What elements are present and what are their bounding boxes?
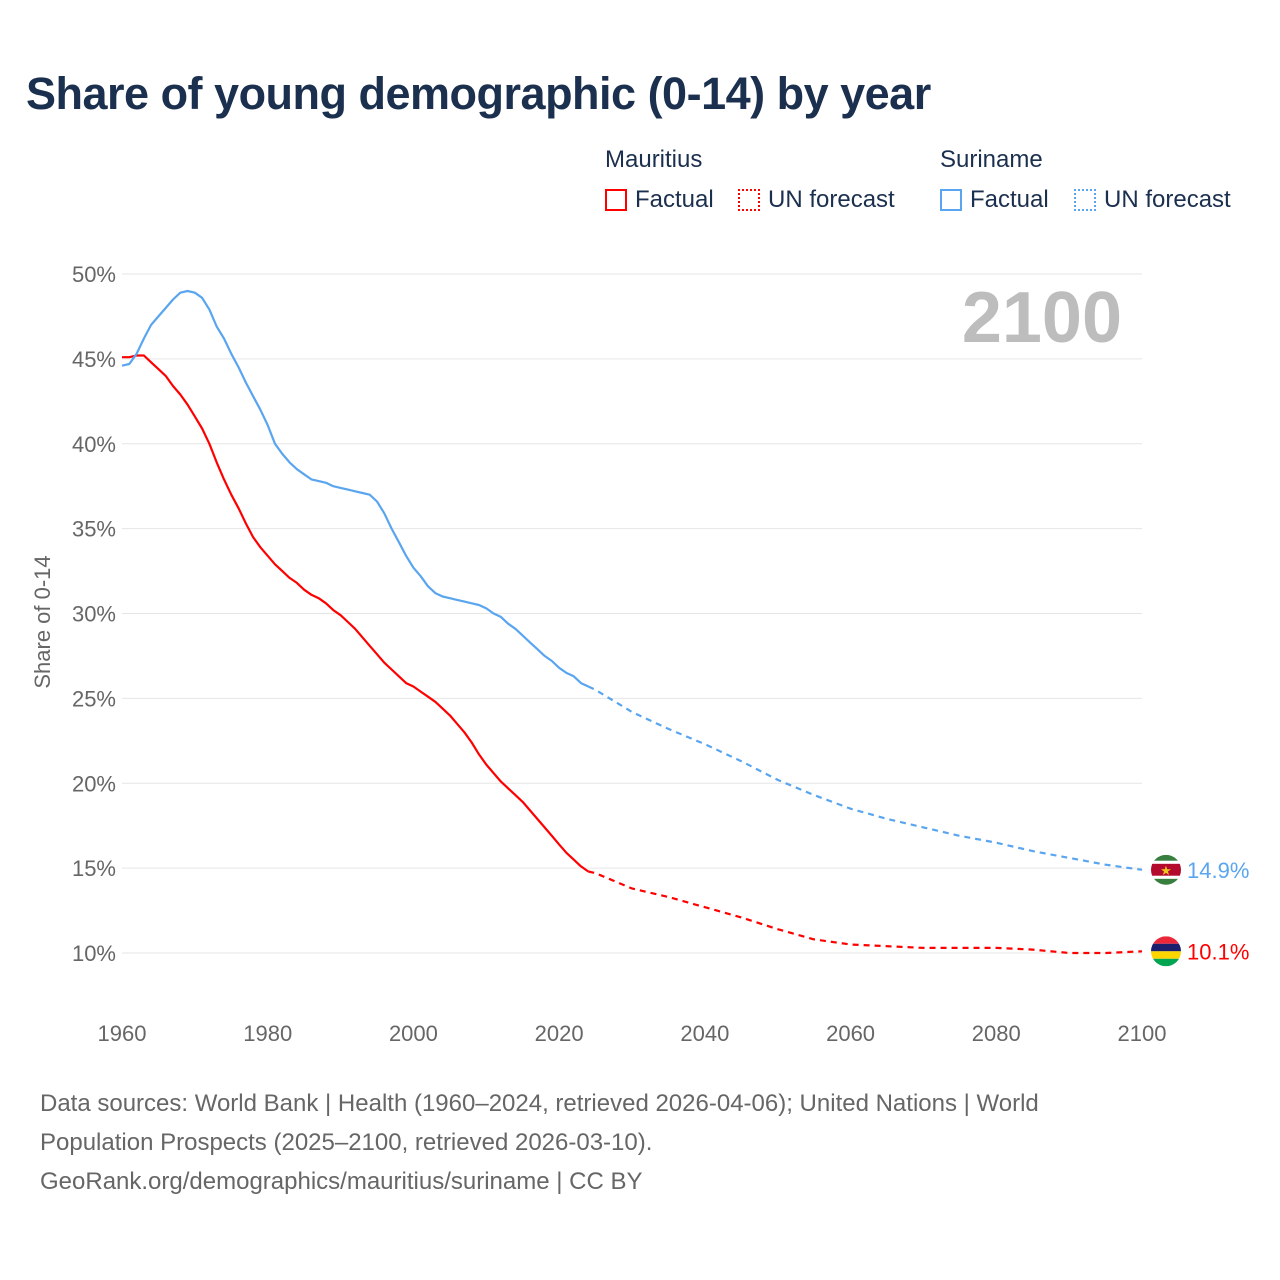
y-tick-label: 10% xyxy=(72,941,116,966)
legend-label: UN forecast xyxy=(768,186,895,213)
mauritius-forecast-line xyxy=(588,870,1143,955)
legend-label: Factual xyxy=(970,186,1049,213)
legend-swatch-dotted xyxy=(1074,189,1096,211)
x-tick-label: 2000 xyxy=(389,1021,438,1046)
y-tick-label: 20% xyxy=(72,771,116,796)
x-tick-label: 1960 xyxy=(98,1021,147,1046)
y-tick-label: 35% xyxy=(72,517,116,542)
legend-mauritius-factual[interactable]: Factual xyxy=(605,186,714,214)
svg-text:★: ★ xyxy=(1160,863,1172,878)
legend-suriname-forecast[interactable]: UN forecast xyxy=(1074,186,1231,214)
legend-group-mauritius: Mauritius xyxy=(605,146,703,173)
x-tick-label: 2100 xyxy=(1118,1021,1167,1046)
footer-link[interactable]: GeoRank.org/demographics/mauritius/surin… xyxy=(40,1168,643,1195)
x-tick-label: 2080 xyxy=(972,1021,1021,1046)
suriname-end-label: 14.9% xyxy=(1187,858,1249,883)
legend-mauritius-forecast[interactable]: UN forecast xyxy=(738,186,895,214)
y-tick-label: 30% xyxy=(72,602,116,627)
x-tick-label: 1980 xyxy=(243,1021,292,1046)
mauritius-end-label: 10.1% xyxy=(1187,939,1249,964)
mauritius-flag-icon xyxy=(1151,936,1181,967)
y-tick-label: 50% xyxy=(72,262,116,287)
legend-suriname-factual[interactable]: Factual xyxy=(940,186,1049,214)
footer-source-line1: Data sources: World Bank | Health (1960–… xyxy=(40,1090,1039,1117)
y-tick-label: 15% xyxy=(72,856,116,881)
suriname-flag-icon: ★ xyxy=(1151,854,1181,885)
suriname-factual-line xyxy=(121,289,589,688)
y-tick-label: 40% xyxy=(72,432,116,457)
y-tick-label: 45% xyxy=(72,347,116,372)
legend-group-suriname: Suriname xyxy=(940,146,1043,173)
chart-title: Share of young demographic (0-14) by yea… xyxy=(26,68,931,119)
legend-swatch-solid xyxy=(605,189,627,211)
x-tick-label: 2020 xyxy=(535,1021,584,1046)
legend-label: UN forecast xyxy=(1104,186,1231,213)
legend-swatch-solid xyxy=(940,189,962,211)
legend-label: Factual xyxy=(635,186,714,213)
y-tick-label: 25% xyxy=(72,686,116,711)
y-axis-label: Share of 0-14 xyxy=(30,555,55,688)
x-tick-label: 2040 xyxy=(680,1021,729,1046)
legend-swatch-dotted xyxy=(738,189,760,211)
mauritius-factual-line xyxy=(122,354,589,873)
footer-source-line2: Population Prospects (2025–2100, retriev… xyxy=(40,1129,653,1156)
x-tick-label: 2060 xyxy=(826,1021,875,1046)
suriname-forecast-line xyxy=(587,685,1143,871)
year-watermark: 2100 xyxy=(962,278,1122,358)
